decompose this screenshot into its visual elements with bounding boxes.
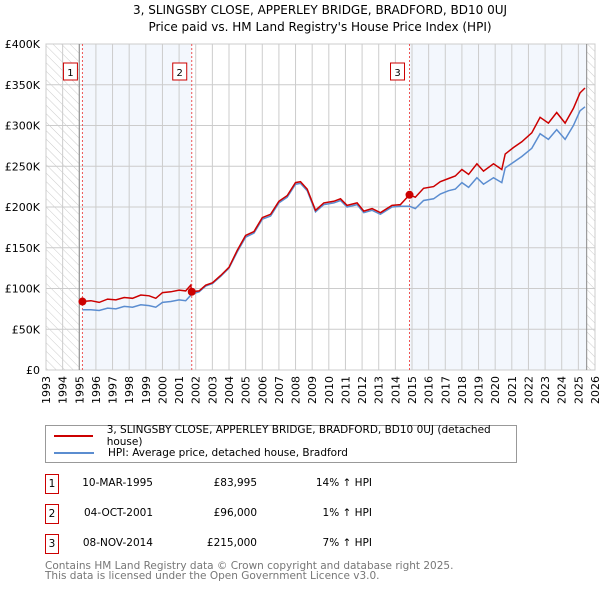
x-tick-label: 2024 [556,376,569,404]
y-tick-label: £150K [5,242,41,255]
sale-price: £83,995 [213,477,257,489]
x-tick-label: 1998 [123,376,136,404]
x-tick-label: 2026 [589,376,600,404]
x-tick-label: 1996 [90,376,103,404]
x-tick-label: 2008 [290,376,303,404]
sale-marker-box [62,62,78,81]
x-tick-label: 2007 [273,376,286,404]
sale-point [405,190,414,199]
sale-marker-label: 1 [67,68,73,79]
x-tick-label: 1999 [140,376,153,404]
y-tick-label: £250K [5,160,41,173]
x-tick-label: 2012 [356,376,369,404]
sale-marker-badge: 3 [45,534,59,554]
y-tick-label: £0 [26,364,40,377]
x-tick-label: 1997 [107,376,120,404]
x-tick-label: 2022 [522,376,535,404]
y-tick-label: £50K [12,323,41,336]
sale-marker-label: 3 [394,68,400,79]
sale-point [187,287,196,296]
sale-marker-box [172,62,188,81]
x-tick-label: 2001 [173,376,186,404]
x-tick-label: 2016 [423,376,436,404]
sale-point [78,297,87,306]
x-tick-label: 2014 [389,376,402,404]
x-tick-label: 2018 [456,376,469,404]
sale-hpi-diff: 14% ↑ HPI [315,477,372,489]
legend-item-property: 3, SLINGSBY CLOSE, APPERLEY BRIDGE, BRAD… [54,424,516,448]
sale-marker-label: 2 [177,68,183,79]
x-tick-label: 2017 [439,376,452,404]
sale-row: 1 10-MAR-1995 £83,995 14% ↑ HPI [45,474,375,494]
x-tick-label: 2023 [539,376,552,404]
legend: 3, SLINGSBY CLOSE, APPERLEY BRIDGE, BRAD… [45,424,517,463]
x-tick-label: 2011 [339,376,352,404]
x-tick-label: 2015 [406,376,419,404]
y-tick-label: £200K [5,201,41,214]
price-paid-line [82,87,586,304]
chart-title: 3, SLINGSBY CLOSE, APPERLEY BRIDGE, BRAD… [133,3,507,17]
sale-price: £215,000 [206,537,257,549]
x-tick-label: 2000 [156,376,169,404]
x-tick-label: 2009 [306,376,319,404]
x-tick-label: 2013 [373,376,386,404]
y-tick-label: £350K [5,79,41,92]
sale-price: £96,000 [213,507,257,519]
x-tick-label: 2005 [240,376,253,404]
x-tick-label: 2004 [223,376,236,404]
sale-date: 10-MAR-1995 [82,477,153,489]
sale-row: 2 04-OCT-2001 £96,000 1% ↑ HPI [45,504,375,524]
legend-swatch-blue [54,452,94,454]
footer-copyright: Contains HM Land Registry data © Crown c… [45,560,454,572]
x-tick-label: 2020 [489,376,502,404]
x-tick-label: 2002 [190,376,203,404]
x-tick-label: 2006 [256,376,269,404]
y-tick-label: £300K [5,120,41,133]
x-tick-label: 1995 [73,376,86,404]
footer-licence: This data is licensed under the Open Gov… [45,570,380,582]
sale-row: 3 08-NOV-2014 £215,000 7% ↑ HPI [45,534,375,554]
y-tick-label: £100K [5,283,41,296]
plot-border [45,43,596,371]
y-tick-label: £400K [5,38,41,51]
legend-label: HPI: Average price, detached house, Brad… [108,447,348,459]
sale-marker-box [390,62,406,81]
hpi-line [82,106,586,312]
legend-swatch-red [54,435,93,437]
sale-marker-badge: 1 [45,474,59,494]
x-tick-label: 2003 [206,376,219,404]
x-tick-label: 1994 [57,376,70,404]
legend-item-hpi: HPI: Average price, detached house, Brad… [54,445,348,461]
sale-date: 04-OCT-2001 [84,507,153,519]
sale-marker-badge: 2 [45,504,59,524]
price-chart: 3, SLINGSBY CLOSE, APPERLEY BRIDGE, BRAD… [5,3,600,404]
sale-hpi-diff: 7% ↑ HPI [322,537,372,549]
sale-hpi-diff: 1% ↑ HPI [322,507,372,519]
x-tick-label: 2021 [506,376,519,404]
x-tick-label: 2019 [473,376,486,404]
legend-label: 3, SLINGSBY CLOSE, APPERLEY BRIDGE, BRAD… [106,424,491,448]
chart-subtitle: Price paid vs. HM Land Registry's House … [148,20,491,34]
x-tick-label: 2025 [572,376,585,404]
x-tick-label: 1993 [40,376,53,404]
sale-date: 08-NOV-2014 [82,537,153,549]
x-tick-label: 2010 [323,376,336,404]
